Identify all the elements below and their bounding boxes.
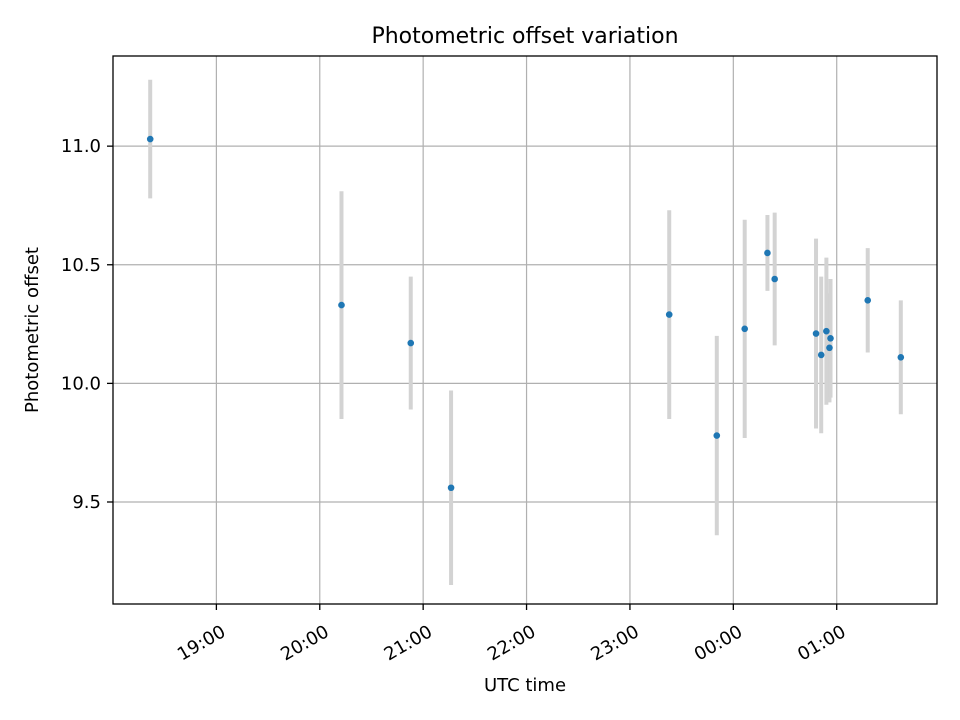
data-point [665,311,673,318]
data-point [146,135,154,143]
data-point [447,484,455,492]
errorbar-layer [148,79,903,586]
x-tick-label: 23:00 [587,621,642,665]
x-tick-label: 01:00 [794,621,849,665]
data-point [897,353,905,361]
y-tick-label: 10.5 [61,255,101,276]
point-layer [146,135,905,492]
y-tick-label: 10.0 [61,373,101,394]
data-point [407,339,415,347]
x-axis-label: UTC time [484,675,566,696]
tick-layer: 19:00 20:00 21:00 22:00 23:00 00:00 01:00 9.5 10… [61,136,850,665]
x-tick-label: 20:00 [277,621,332,665]
y-tick-label: 11.0 [61,136,101,157]
data-point [827,335,834,342]
y-tick-label: 9.5 [72,492,101,513]
data-point [812,330,820,337]
data-point [817,351,825,359]
x-tick-label: 21:00 [381,621,436,665]
data-point [338,301,345,309]
data-point [713,432,721,439]
data-point [764,249,771,257]
plot-frame [112,55,938,605]
data-point [864,297,872,304]
x-tick-label: 19:00 [174,621,229,665]
data-point [826,344,833,352]
x-tick-label: 22:00 [484,621,539,665]
x-tick-label: 00:00 [691,621,746,665]
data-point [823,327,830,335]
data-point [741,325,748,333]
y-axis-label: Photometric offset [22,247,43,413]
grid-layer [113,56,937,604]
data-point [771,275,778,283]
chart-title: Photometric offset variation [371,24,678,49]
